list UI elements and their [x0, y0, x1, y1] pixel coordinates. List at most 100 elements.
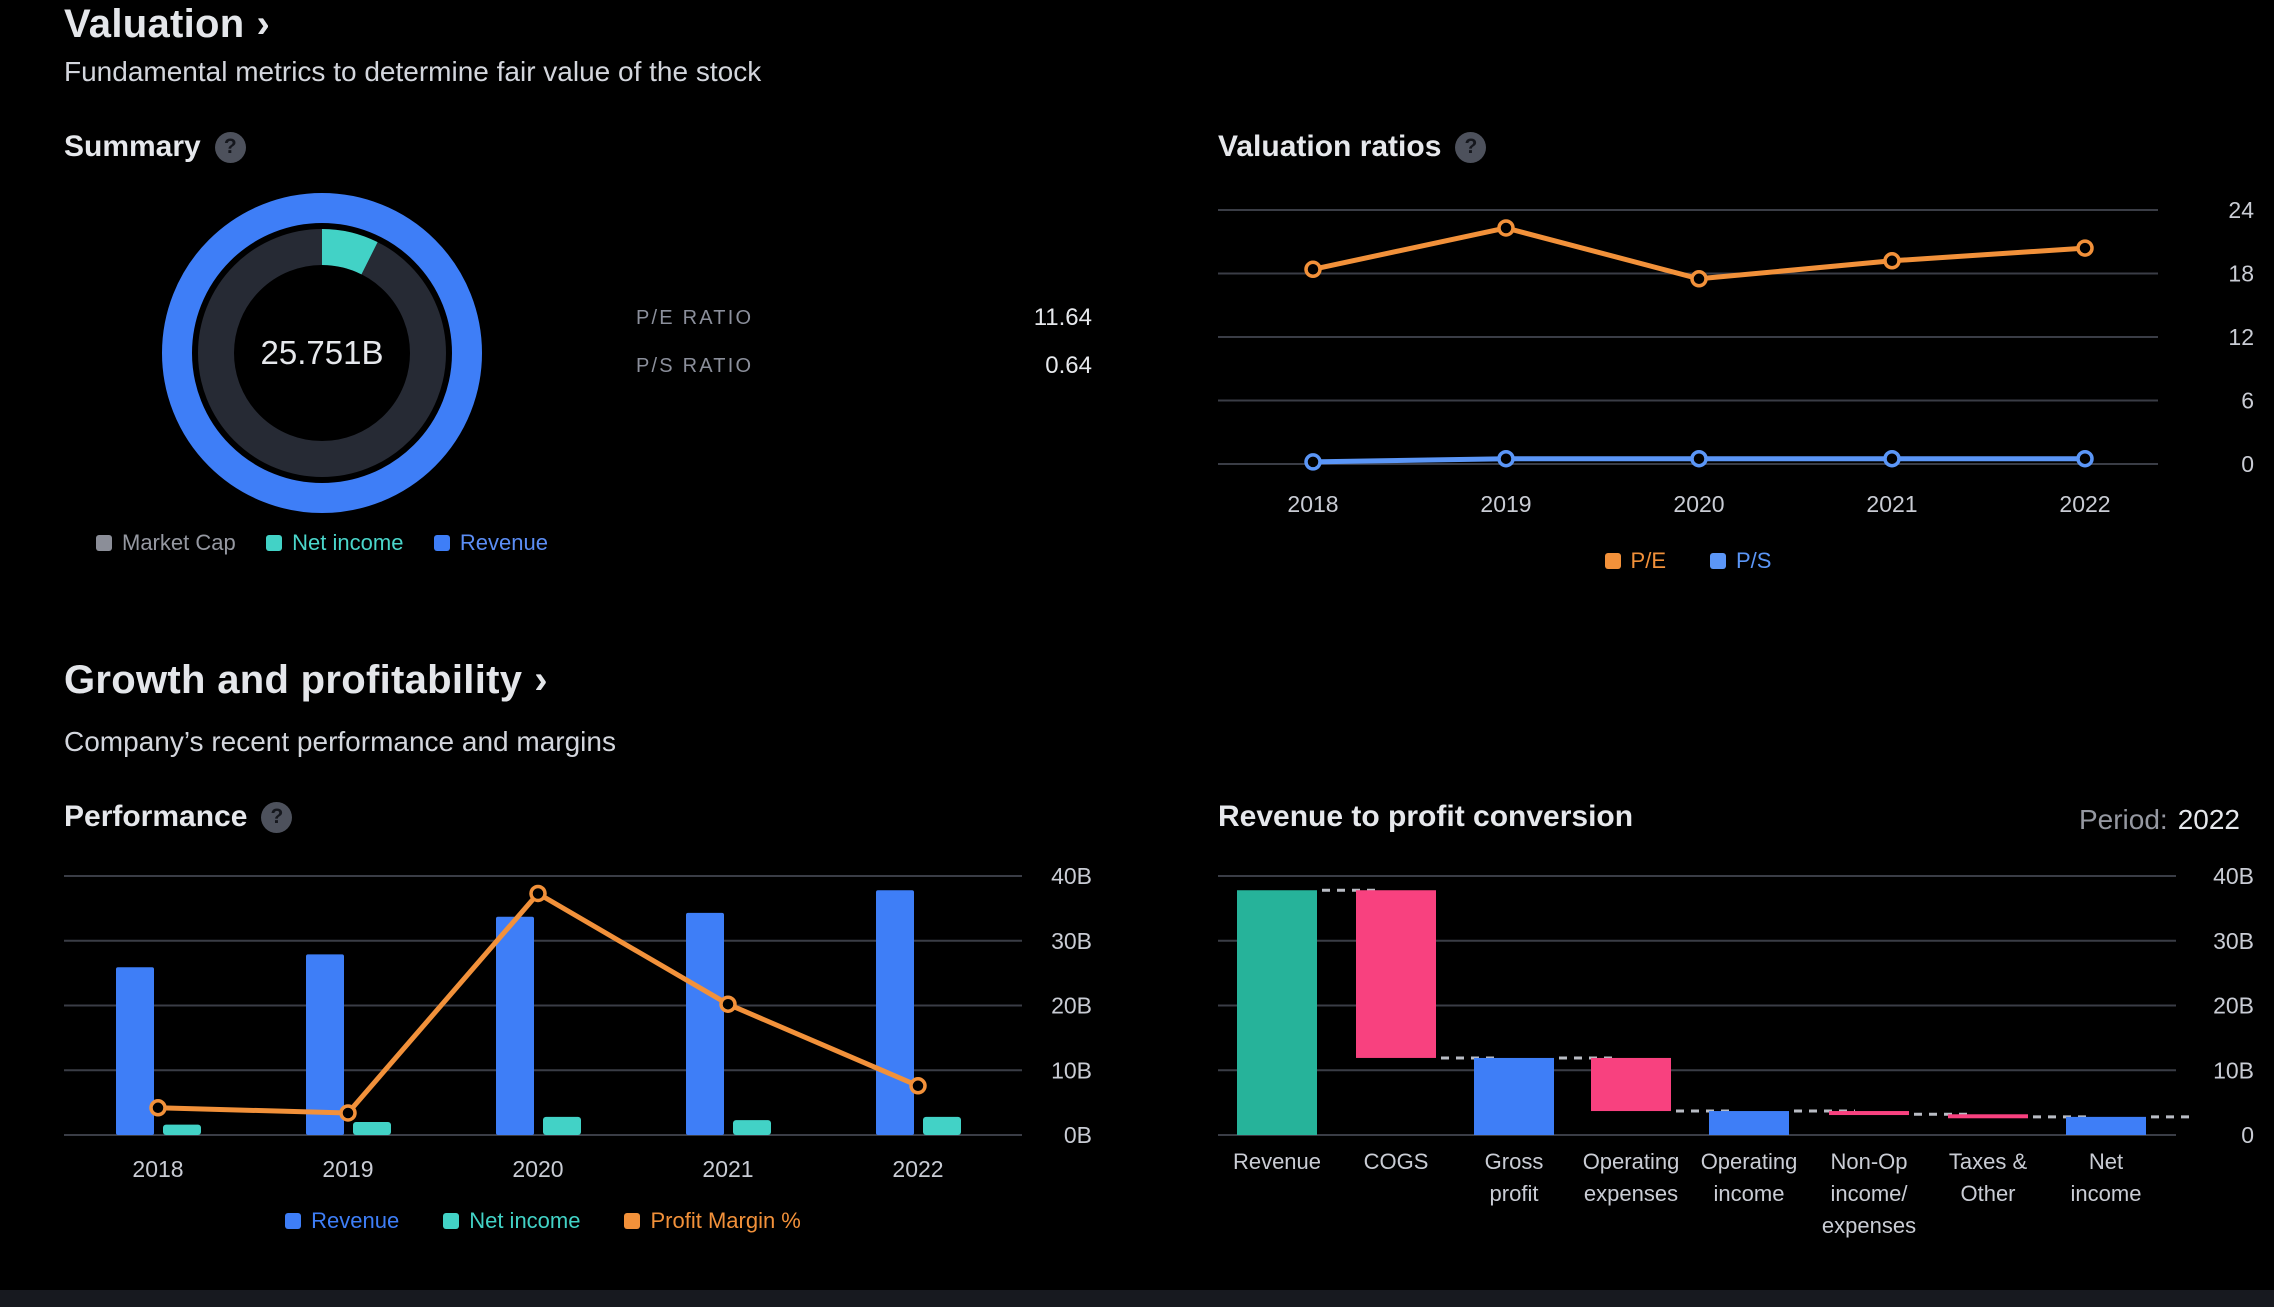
x-axis-label: COGS	[1364, 1149, 1429, 1174]
data-point-2018[interactable]	[1304, 260, 1322, 279]
summary-panel-title: Summary ?	[64, 130, 246, 164]
section-subtitle: Fundamental metrics to determine fair va…	[64, 56, 762, 87]
axis-tick-label: 6	[2241, 388, 2254, 414]
net-income-bar-2021[interactable]	[733, 1120, 771, 1135]
donut-inner-segment-net-income[interactable]	[198, 229, 446, 477]
window-bottom-edge	[0, 1290, 2274, 1307]
summary-metrics: P/E RATIO 11.64 P/S RATIO 0.64	[636, 294, 1092, 390]
chevron-right-icon: ›	[256, 2, 271, 46]
profit-margin-point-2020[interactable]	[529, 884, 547, 903]
net-income-bar-2019[interactable]	[353, 1122, 391, 1135]
legend-label: Revenue	[459, 530, 548, 555]
revenue-bar-2022[interactable]	[876, 890, 914, 1135]
data-point-2021[interactable]	[1883, 449, 1901, 468]
performance-chart[interactable]: 0B 10B 20B 30B 40B 2018 2019 2020 2021 2022	[64, 866, 1104, 1196]
revenue-bar-2020[interactable]	[496, 916, 534, 1135]
legend-item-net-income[interactable]: Net income	[443, 1208, 580, 1234]
x-axis-label: 2018	[132, 1156, 183, 1182]
legend-item-revenue[interactable]: Revenue	[285, 1208, 399, 1234]
data-point-2018[interactable]	[1304, 453, 1322, 471]
donut-outer-ring-revenue[interactable]	[162, 193, 482, 513]
profit-margin-line[interactable]	[157, 890, 919, 1116]
x-axis-label: expenses	[1822, 1213, 1916, 1238]
x-axis-label: Taxes &	[1949, 1149, 2028, 1174]
waterfall-bar-revenue[interactable]	[1237, 890, 1317, 1135]
legend-item-ps[interactable]: P/S	[1710, 548, 1771, 574]
donut-inner-ring-market-cap[interactable]	[198, 229, 446, 477]
revenue-swatch	[433, 535, 450, 551]
x-axis-label: 2020	[1673, 491, 1724, 517]
profit-margin-point-2022[interactable]	[909, 1077, 927, 1095]
net-income-bar-2020[interactable]	[543, 1116, 581, 1135]
legend-label: Profit Margin %	[650, 1208, 801, 1233]
revenue-swatch	[285, 1213, 302, 1229]
period-label: Period:	[2078, 804, 2168, 835]
data-point-2022[interactable]	[2076, 449, 2094, 468]
data-point-2022[interactable]	[2076, 239, 2094, 257]
chevron-right-icon: ›	[534, 658, 548, 702]
section-link-valuation[interactable]: Valuation ›	[64, 2, 270, 47]
data-point-2019[interactable]	[1497, 449, 1515, 468]
legend-label: Revenue	[311, 1208, 400, 1233]
x-axis-label: Operating	[1583, 1149, 1680, 1174]
waterfall-bar-non-op-income-expenses[interactable]	[1829, 1111, 1909, 1116]
data-point-2020[interactable]	[1690, 270, 1708, 288]
profit-margin-point-2019[interactable]	[339, 1104, 357, 1122]
section-link-growth[interactable]: Growth and profitability ›	[64, 658, 548, 703]
legend-item-market-cap[interactable]: Market Cap	[96, 530, 236, 556]
panel-title-text: Summary	[64, 130, 201, 163]
data-point-2020[interactable]	[1690, 449, 1708, 468]
x-axis-label: 2021	[702, 1156, 753, 1182]
legend-item-revenue[interactable]: Revenue	[433, 530, 548, 556]
valuation-ratios-chart[interactable]: 0 6 12 18 24 2018 2019 2020 2021 2022	[1218, 186, 2274, 542]
legend-label: P/S	[1736, 548, 1772, 573]
axis-tick-label: 20B	[1051, 993, 1092, 1019]
axis-tick-label: 18	[2228, 261, 2254, 287]
revenue-bar-2019[interactable]	[306, 954, 344, 1135]
panel-title-text: Valuation ratios	[1218, 130, 1442, 163]
waterfall-bar-operating-income[interactable]	[1709, 1111, 1789, 1135]
x-axis-label: 2020	[512, 1156, 563, 1182]
x-axis-label: 2021	[1866, 491, 1917, 517]
x-axis-label: Operating	[1701, 1149, 1798, 1174]
performance-panel-title: Performance ?	[64, 800, 293, 834]
period-value[interactable]: 2022	[2177, 804, 2240, 835]
legend-item-profit-margin[interactable]: Profit Margin %	[624, 1208, 801, 1234]
legend-label: P/E	[1630, 548, 1666, 573]
profit-margin-point-2018[interactable]	[149, 1099, 167, 1117]
profit-margin-point-2021[interactable]	[719, 995, 737, 1013]
waterfall-bar-net-income[interactable]	[2066, 1116, 2146, 1135]
metric-row-pe: P/E RATIO 11.64	[636, 294, 1092, 342]
legend-label: Market Cap	[122, 530, 236, 555]
legend-item-pe[interactable]: P/E	[1604, 548, 1666, 574]
net-income-bar-2018[interactable]	[163, 1124, 201, 1135]
legend-item-net-income[interactable]: Net income	[266, 530, 403, 556]
waterfall-bar-cogs[interactable]	[1356, 890, 1436, 1058]
net-income-bar-2022[interactable]	[923, 1116, 961, 1135]
summary-donut-chart[interactable]	[152, 183, 492, 523]
waterfall-bar-gross-profit[interactable]	[1474, 1057, 1554, 1135]
panel-title-text: Performance	[64, 800, 248, 833]
data-point-2021[interactable]	[1883, 252, 1901, 270]
revenue-to-profit-chart[interactable]: 0 10B 20B 30B 40B Revenue COGS Gross profit Opera…	[1218, 866, 2274, 1296]
axis-tick-label: 30B	[1051, 928, 1092, 954]
revenue-bar-2021[interactable]	[686, 912, 724, 1135]
pe-ratio-value: 11.64	[1033, 304, 1092, 331]
help-icon[interactable]: ?	[261, 801, 293, 833]
x-axis-label: 2022	[2059, 491, 2110, 517]
data-point-2019[interactable]	[1497, 219, 1515, 237]
help-icon[interactable]: ?	[214, 131, 246, 163]
x-axis-label: 2019	[322, 1156, 373, 1182]
waterfall-bar-taxes-other[interactable]	[1948, 1114, 2028, 1119]
axis-tick-label: 10B	[1051, 1057, 1092, 1083]
x-axis-label: income	[2071, 1181, 2142, 1206]
axis-tick-label: 12	[2228, 324, 2254, 350]
section-title-text: Valuation	[64, 2, 245, 46]
net-income-swatch	[266, 535, 283, 551]
period-selector: Period: 2022	[2079, 804, 2240, 836]
waterfall-bar-operating-expenses[interactable]	[1591, 1057, 1671, 1112]
help-icon[interactable]: ?	[1455, 131, 1487, 163]
revenue-bar-2018[interactable]	[116, 967, 154, 1135]
ps-swatch	[1710, 553, 1726, 569]
legend-label: Net income	[292, 530, 404, 555]
